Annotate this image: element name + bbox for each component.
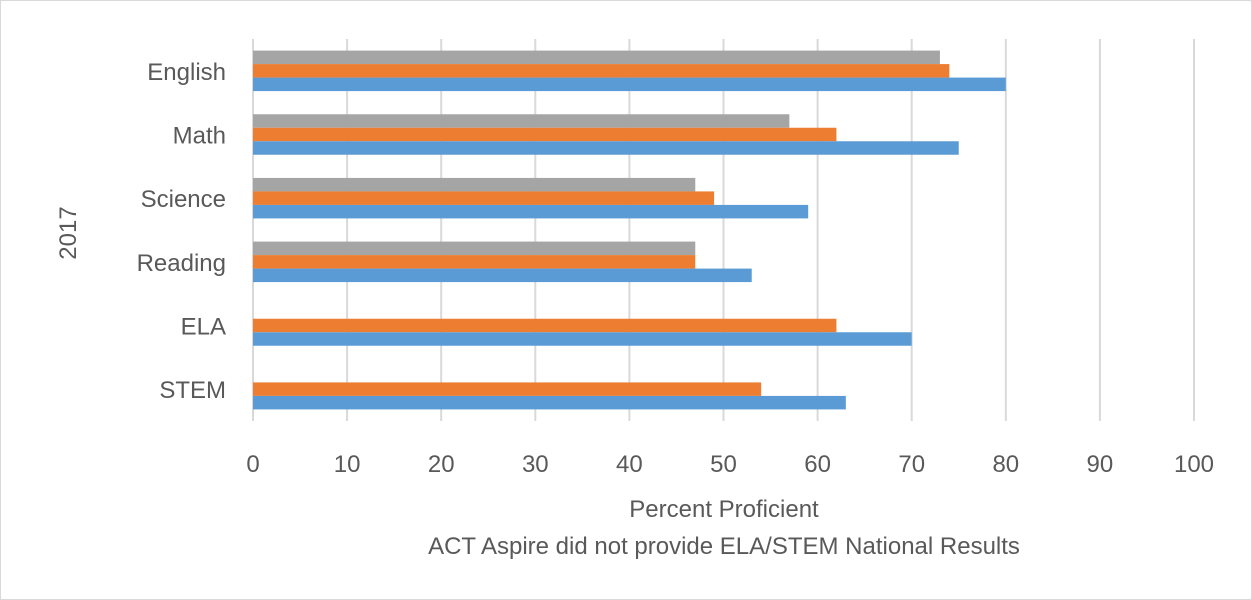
bar-english-2	[253, 64, 950, 78]
bars	[253, 50, 1006, 410]
x-tick-label: 0	[246, 451, 259, 478]
bar-science-3	[253, 204, 809, 219]
bar-ela-3	[253, 332, 912, 346]
category-label-stem: STEM	[159, 377, 226, 404]
bar-science-2	[253, 191, 715, 205]
x-tick-label: 60	[804, 451, 831, 478]
category-labels: English Math Science Reading ELA STEM	[137, 59, 226, 404]
category-label-ela: ELA	[181, 314, 226, 341]
chart-note: ACT Aspire did not provide ELA/STEM Nati…	[428, 533, 1020, 560]
category-label-math: Math	[173, 123, 226, 150]
bar-reading-3	[253, 268, 752, 283]
bar-stem-3	[253, 395, 846, 410]
y-axis-label: 2017	[55, 206, 82, 259]
bar-reading-1	[253, 241, 696, 256]
x-tick-label: 10	[334, 451, 361, 478]
bar-math-2	[253, 127, 837, 142]
category-label-reading: Reading	[137, 250, 226, 277]
x-tick-label: 50	[710, 451, 737, 478]
bar-ela-2	[253, 318, 837, 333]
bar-reading-2	[253, 255, 696, 269]
category-label-science: Science	[141, 186, 226, 213]
gridlines	[252, 39, 1195, 421]
category-label-english: English	[147, 59, 226, 86]
x-tick-label: 20	[428, 451, 455, 478]
x-tick-label: 40	[616, 451, 643, 478]
bar-stem-2	[253, 382, 762, 396]
x-tick-label: 70	[898, 451, 925, 478]
x-tick-labels: 0 10 20 30 40 50 60 70 80 90 100	[246, 451, 1214, 478]
bar-math-1	[253, 114, 790, 128]
bar-english-3	[253, 77, 1006, 92]
x-tick-label: 90	[1087, 451, 1114, 478]
x-axis-label: Percent Proficient	[629, 496, 819, 523]
x-tick-label: 100	[1174, 451, 1214, 478]
x-tick-label: 80	[992, 451, 1019, 478]
bar-math-3	[253, 141, 959, 155]
bar-english-1	[253, 50, 940, 65]
bar-science-1	[253, 177, 696, 192]
x-tick-label: 30	[522, 451, 549, 478]
